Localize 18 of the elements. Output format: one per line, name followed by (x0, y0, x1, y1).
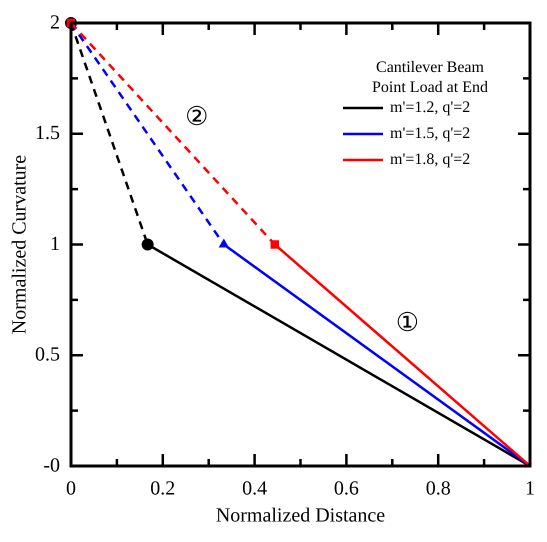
y-tick-label: -0 (43, 454, 60, 476)
x-tick-label: 0.2 (150, 477, 176, 500)
y-tick-label: 0.5 (35, 344, 60, 366)
x-tick-label: 1 (525, 477, 535, 500)
x-tick-label: 0 (66, 477, 76, 500)
x-axis-title: Normalized Distance (216, 504, 386, 526)
x-tick-label: 0.6 (334, 477, 359, 500)
x-tick-label: 0.8 (426, 477, 451, 500)
legend-label: m'=1.5, q'=2 (390, 125, 470, 142)
annotation: ① (396, 308, 420, 338)
y-tick-label: 1 (50, 232, 60, 255)
y-tick-label: 2 (50, 11, 60, 34)
x-tick-label: 0.4 (242, 477, 268, 500)
legend-label: m'=1.8, q'=2 (390, 151, 470, 168)
legend-label: m'=1.2, q'=2 (390, 99, 470, 116)
y-tick-label: 1.5 (35, 122, 60, 144)
y-axis-title: Normalized Curvature (8, 154, 30, 334)
annotation: ② (185, 102, 208, 132)
